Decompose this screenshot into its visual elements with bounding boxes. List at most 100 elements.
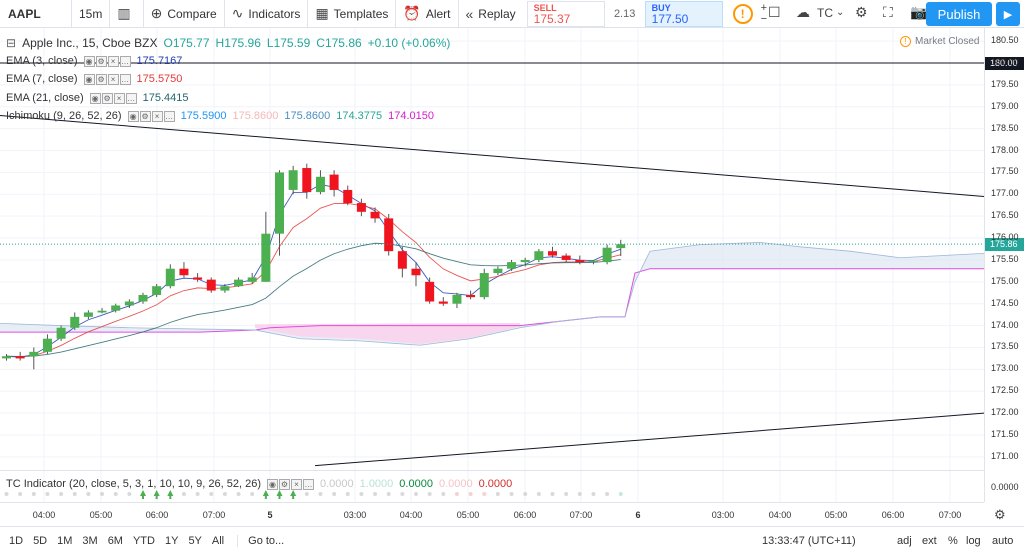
- close-icon[interactable]: ×: [151, 110, 163, 122]
- chevron-down-icon[interactable]: ⌄: [836, 7, 845, 18]
- tc-signal-dot: [400, 492, 405, 496]
- camera-icon[interactable]: 📷: [910, 4, 928, 20]
- tc-signal-dot: [577, 492, 582, 496]
- sell-button[interactable]: SELL 175.37: [526, 0, 605, 27]
- range-button-all[interactable]: All: [211, 535, 225, 547]
- gear-icon[interactable]: ⚙: [855, 4, 868, 20]
- price-tick-label: 177.00: [991, 188, 1019, 199]
- trendline: [314, 412, 984, 467]
- tc-indicator-legend[interactable]: TC Indicator (20, close, 5, 3, 1, 10, 10…: [6, 478, 518, 490]
- ema7-name: EMA (7, close): [6, 73, 78, 85]
- cloud-icon[interactable]: ☁: [796, 4, 810, 20]
- alert-button[interactable]: ⏰ Alert: [396, 0, 459, 28]
- range-button-1y[interactable]: 1Y: [164, 535, 179, 547]
- close-icon[interactable]: ×: [107, 55, 119, 67]
- percent-toggle[interactable]: %: [948, 535, 958, 547]
- range-button-6m[interactable]: 6M: [107, 535, 123, 547]
- ohlc-high: H175.96: [215, 36, 261, 50]
- range-button-5y[interactable]: 5Y: [188, 535, 202, 547]
- more-icon[interactable]: …: [302, 478, 314, 490]
- settings-icon[interactable]: ⚙: [95, 73, 107, 85]
- ichimoku-legend[interactable]: Ichimoku (9, 26, 52, 26) ◉ ⚙ ×… 175.5900 1…: [6, 110, 440, 122]
- templates-button[interactable]: ▦ Templates: [308, 0, 397, 28]
- ema7-legend[interactable]: EMA (7, close) ◉ ⚙ ×… 175.5750: [6, 73, 188, 85]
- layout-square-icon[interactable]: ☐: [768, 4, 781, 20]
- close-icon[interactable]: ×: [290, 478, 302, 490]
- range-button-ytd[interactable]: YTD: [132, 535, 155, 547]
- time-tick-label: 03:00: [343, 510, 367, 520]
- tc-signal-dot: [591, 492, 596, 496]
- interval-selector[interactable]: 15m: [72, 0, 111, 28]
- tc-signal-dot: [414, 492, 418, 496]
- range-button-5d[interactable]: 5D: [33, 535, 48, 547]
- templates-icon: ▦: [315, 5, 329, 21]
- compare-button[interactable]: ⊕ Compare: [144, 0, 225, 28]
- alert-label: Alert: [425, 6, 451, 21]
- tc-signal-dot: [564, 492, 569, 496]
- chart-settings-gear-icon[interactable]: ⚙: [994, 507, 1006, 522]
- symbol-search[interactable]: AAPL: [0, 0, 72, 28]
- price-axis[interactable]: 180.00 175.86 0.0000 180.50 180.00 179.50 1…: [984, 28, 1024, 502]
- warning-icon[interactable]: !: [732, 3, 753, 24]
- level-price-tag: 180.00: [985, 57, 1024, 70]
- bottom-bar: 1D 5D 1M 3M 6M YTD 1Y 5Y All Go to... 13:33:47 (…: [0, 526, 1024, 555]
- candle-body: [329, 174, 339, 190]
- collapse-icon[interactable]: ⊟: [6, 36, 17, 50]
- settings-icon[interactable]: ⚙: [101, 92, 113, 104]
- time-tick-label: 07:00: [938, 510, 962, 520]
- candle-body: [384, 218, 394, 252]
- tc-signal-dot: [250, 492, 255, 496]
- minus-icon[interactable]: −: [760, 12, 768, 25]
- candle-body: [29, 351, 39, 357]
- price-tick-label: 176.00: [991, 232, 1019, 243]
- fullscreen-icon[interactable]: ⛶: [883, 4, 893, 20]
- log-toggle[interactable]: log: [966, 535, 981, 547]
- tc-layout-label[interactable]: TC: [817, 6, 833, 20]
- time-axis[interactable]: 04:00 05:00 06:00 07:00 5 03:00 04:00 05:00 06:0…: [0, 502, 984, 526]
- ema21-controls[interactable]: ◉ ⚙ ×…: [89, 92, 137, 104]
- goto-button[interactable]: Go to...: [237, 535, 284, 547]
- ema21-legend[interactable]: EMA (21, close) ◉ ⚙ ×… 175.4415: [6, 92, 195, 104]
- range-button-1d[interactable]: 1D: [9, 535, 24, 547]
- sell-price: 175.37: [533, 11, 571, 26]
- tc-signal-dot: [127, 492, 132, 496]
- quantity-stepper[interactable]: + −: [760, 1, 768, 25]
- ema7-controls[interactable]: ◉ ⚙ ×…: [83, 73, 131, 85]
- range-button-3m[interactable]: 3M: [82, 535, 98, 547]
- tc-signal-arrow-stem: [155, 496, 158, 499]
- eye-icon[interactable]: ◉: [83, 55, 95, 67]
- ext-toggle[interactable]: ext: [922, 535, 937, 547]
- range-button-1m[interactable]: 1M: [57, 535, 73, 547]
- eye-icon[interactable]: ◉: [89, 92, 101, 104]
- close-icon[interactable]: ×: [107, 73, 119, 85]
- more-icon[interactable]: …: [119, 55, 131, 67]
- ichimoku-controls[interactable]: ◉ ⚙ ×…: [127, 110, 175, 122]
- candle-body: [397, 251, 407, 269]
- ema3-legend[interactable]: EMA (3, close) ◉ ⚙ ×… 175.7167: [6, 55, 188, 67]
- settings-icon[interactable]: ⚙: [139, 110, 151, 122]
- eye-icon[interactable]: ◉: [83, 73, 95, 85]
- adj-toggle[interactable]: adj: [897, 535, 912, 547]
- eye-icon[interactable]: ◉: [127, 110, 139, 122]
- plus-icon[interactable]: +: [760, 1, 768, 14]
- tc-indicator-controls[interactable]: ◉ ⚙ ×…: [266, 478, 314, 490]
- close-icon[interactable]: ×: [113, 92, 125, 104]
- publish-button[interactable]: Publish: [926, 2, 992, 26]
- clock[interactable]: 13:33:47 (UTC+11): [762, 535, 856, 547]
- price-chart[interactable]: [0, 28, 984, 502]
- more-icon[interactable]: …: [119, 73, 131, 85]
- buy-button[interactable]: BUY 177.50: [644, 0, 723, 27]
- settings-icon[interactable]: ⚙: [95, 55, 107, 67]
- ema3-controls[interactable]: ◉ ⚙ ×…: [83, 55, 131, 67]
- eye-icon[interactable]: ◉: [266, 478, 278, 490]
- candle-body: [261, 233, 271, 282]
- auto-toggle[interactable]: auto: [992, 535, 1014, 547]
- play-icon[interactable]: ▶: [996, 2, 1020, 26]
- bar-style-button[interactable]: ▥: [110, 0, 144, 28]
- settings-icon[interactable]: ⚙: [278, 478, 290, 490]
- more-icon[interactable]: …: [125, 92, 137, 104]
- pane-separator[interactable]: [0, 470, 984, 471]
- indicators-button[interactable]: ∿ Indicators: [225, 0, 309, 28]
- replay-button[interactable]: « Replay: [459, 0, 523, 28]
- more-icon[interactable]: …: [163, 110, 175, 122]
